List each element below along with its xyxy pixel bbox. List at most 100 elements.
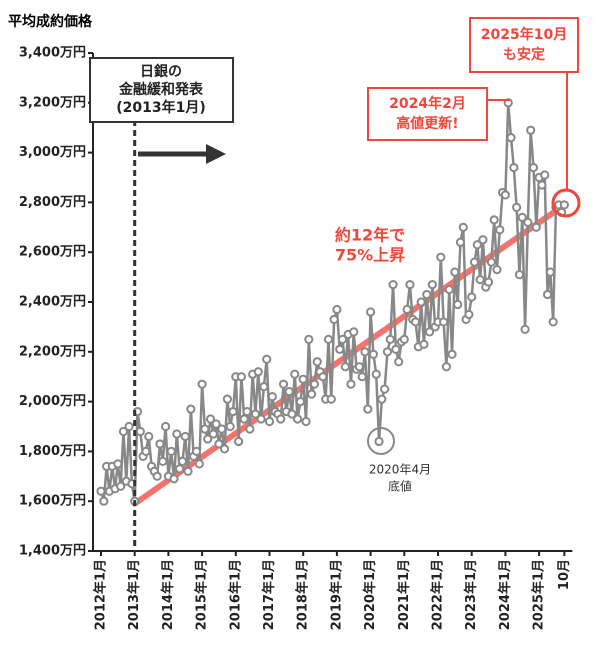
event-text: 金融緩和発表 [118,81,204,98]
data-point [242,406,252,417]
data-point [537,180,547,190]
data-point [259,382,269,392]
y-tick-label: 2,600万円 [19,245,86,260]
data-point [309,379,320,389]
x-tick-label: 10月 [557,559,572,590]
y-tick-label: 2,200万円 [19,344,86,359]
data-point [234,436,244,447]
data-point [444,284,454,295]
data-point [512,202,522,212]
x-tick-label: 2023年1月 [463,559,479,630]
data-point [301,416,311,427]
data-point [422,289,432,300]
data-point [453,299,463,310]
data-point [337,334,348,344]
y-tick-label: 3,400万円 [19,46,86,61]
data-point [256,414,266,424]
growth-text: 約12年で [335,226,405,245]
data-point [506,133,516,143]
data-point [340,362,350,372]
peak-text: 高値更新! [396,115,458,132]
data-point [183,466,193,476]
data-point [526,125,536,135]
data-point [548,317,558,327]
x-tick-label: 2024年1月 [497,559,513,630]
data-point [405,279,415,290]
y-tick-label: 1,800万円 [19,444,86,459]
y-axis-title: 平均成約価格 [8,13,93,30]
event-text: 日銀の [140,63,182,80]
data-point [335,344,345,354]
data-point [191,446,202,456]
data-point [194,459,204,469]
y-tick-label: 3,000万円 [19,145,86,160]
data-point [346,379,356,389]
series-line [99,102,566,502]
y-tick-label: 2,400万円 [19,295,86,310]
data-point [323,334,334,344]
data-point [239,414,249,424]
data-point [467,292,477,302]
x-tick-label: 2017年1月 [261,559,277,630]
data-point [464,309,474,320]
y-tick-label: 1,400万円 [19,544,86,559]
data-point [517,212,527,222]
data-point [180,431,190,442]
x-tick-label: 2018年1月 [295,559,311,630]
data-point [144,431,154,442]
data-point [203,434,213,444]
x-tick-label: 2014年1月 [160,559,176,630]
data-point [318,372,328,382]
data-point [371,369,381,379]
x-tick-label: 2016年1月 [227,559,243,630]
x-tick-label: 2013年1月 [126,559,142,630]
data-point [478,235,488,245]
data-point [483,277,494,287]
data-point [486,257,496,267]
data-point [287,409,297,419]
data-point [245,424,255,434]
data-point [523,217,533,227]
data-point [419,339,429,349]
data-point [385,334,395,344]
data-point [455,237,466,247]
data-point [374,436,384,447]
data-point [360,347,370,357]
data-point [253,367,263,377]
data-point [450,267,460,277]
bottom-text: 2020年4月 [369,463,431,477]
data-point [96,486,106,496]
data-point [99,496,109,506]
data-point [436,252,446,262]
data-point [531,222,541,232]
data-point [377,394,387,404]
y-tick-label: 2,800万円 [19,195,86,210]
data-point [475,274,485,285]
data-point [152,471,162,481]
data-point [509,162,519,173]
latest-text: 2025年10月 [481,26,567,43]
data-point [292,414,303,424]
data-point [276,414,286,424]
data-point [441,362,452,372]
data-point [366,307,376,317]
data-point [211,419,221,429]
latest-text: も安定 [503,46,545,63]
data-point [290,369,300,379]
data-point [447,349,457,359]
bottom-text: 底値 [388,479,412,494]
peak-text: 2024年2月 [389,95,466,112]
y-tick-label: 1,600万円 [19,494,86,509]
data-point [472,240,482,250]
data-point [382,347,393,357]
data-point [169,474,179,484]
data-point [208,429,218,439]
arrow-head [206,144,226,164]
data-point [175,464,185,474]
data-point [228,406,238,417]
data-point [312,357,322,367]
data-point [388,279,398,290]
highlight-circle [551,188,581,218]
bottom-circle [367,427,395,455]
